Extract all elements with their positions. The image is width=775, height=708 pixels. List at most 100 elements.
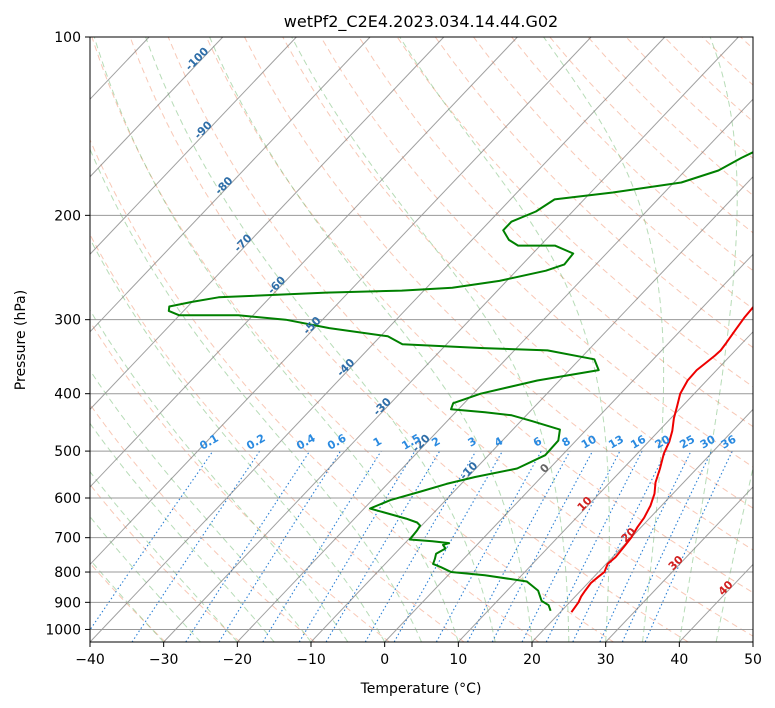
dry-adiabat-label: -60 [265,273,288,296]
x-axis-title: Temperature (°C) [360,681,482,697]
dry-adiabat [90,320,390,642]
dry-adiabat [320,37,753,468]
x-tick-label: 40 [670,652,688,668]
moist-adiabat [678,37,738,642]
x-tick-label: 30 [597,652,615,668]
dry-adiabat [511,37,753,272]
mixing-ratio-label: 2 [429,435,442,450]
mixing-ratio-label: 13 [606,433,626,452]
isotherm-line [90,37,371,333]
dry-adiabat-label: -40 [334,356,357,379]
mixing-ratio-line [545,450,643,642]
moist-adiabat [145,37,496,642]
mixing-ratio-line [364,450,477,642]
isotherm-line [605,486,753,642]
plot-area: -100-90-80-70-60-50-40-30-20-10 010203040… [0,37,753,642]
moist-adiabat [90,470,238,642]
moist-adiabat [93,37,459,642]
moist-adiabat-label: 10 [575,494,595,514]
mixing-ratio-label: 16 [628,432,648,451]
line-labels: -100-90-80-70-60-50-40-30-20-10 010203040… [183,45,739,599]
mixing-ratio-line [491,450,594,642]
mixing-ratio-label: 1 [371,435,384,450]
mixing-ratio-line [621,450,712,642]
dry-adiabat [90,403,316,642]
mixing-ratio-label: 10 [579,432,599,451]
mixing-ratio-label: 20 [653,432,673,451]
y-tick-label: 600 [54,491,81,507]
x-tick-label: 10 [449,652,467,668]
moist-adiabat [543,37,665,642]
moist-adiabat [90,237,386,642]
isotherm-line [90,37,666,642]
mixing-ratio-label: 0.4 [294,431,318,452]
mixing-ratio-label: 8 [560,435,573,450]
dry-adiabat [91,37,614,642]
moist-adiabat [291,37,570,642]
mixing-ratio-line [325,450,441,642]
y-tick-label: 700 [54,531,81,547]
y-tick-label: 500 [54,444,81,460]
mixing-ratio-label: 3 [466,435,479,450]
moist-adiabat [90,515,201,642]
x-tick-label: 20 [523,652,541,668]
mixing-ratio-line [185,450,311,642]
mixing-ratio-line [298,450,416,642]
mixing-ratio-line [131,450,261,642]
isotherm-line [90,37,518,488]
x-tick-label: −40 [75,652,105,668]
x-axis: −40 −30 −20 −10 0 10 20 30 40 50 [75,642,762,668]
mixing-ratio-line [572,450,667,642]
y-axis-title: Pressure (hPa) [13,290,29,390]
dry-adiabat [90,138,540,642]
isotherm-line [457,331,753,642]
dry-adiabat [90,233,465,642]
chart-title: wetPf2_C2E4.2023.034.14.44.G02 [284,12,558,32]
mixing-ratio-line [262,450,382,642]
dry-adiabat [90,483,241,642]
mixing-ratio-label: 0.6 [325,431,349,452]
isotherm-line [163,37,739,642]
isotherm-line [90,37,592,566]
mixing-ratio-line [467,450,571,642]
y-tick-label: 100 [54,30,81,46]
dry-adiabat [396,37,753,388]
mixing-ratio-label: 36 [719,432,739,451]
mixing-ratio-line [599,450,692,642]
dry-adiabat [167,37,753,637]
x-tick-label: −30 [149,652,179,668]
isotherm-line [0,37,75,642]
background-lines [90,37,753,642]
moist-adiabat [715,466,753,642]
isotherm-line [384,253,753,642]
dry-adiabat [473,37,753,310]
grid-lines [0,37,753,642]
dry-adiabat-label: -10 [457,459,480,482]
dry-adiabat [244,37,753,551]
isotherm-line [752,641,753,642]
y-tick-label: 400 [54,387,81,403]
isotherm-line [310,176,753,642]
x-tick-label: 50 [744,652,762,668]
isotherm-line [90,37,224,178]
dry-adiabat [434,37,753,349]
mixing-ratio-line [644,450,733,642]
y-tick-label: 900 [54,595,81,611]
mixing-ratio-line [393,450,503,642]
x-tick-label: −10 [296,652,326,668]
moist-adiabat [209,37,533,642]
isotherm-line [678,563,753,642]
dry-adiabat [205,37,753,594]
dry-adiabat-label: -90 [191,118,214,141]
isotherm-line [531,408,753,642]
mixing-ratio-label: 6 [531,434,544,449]
dry-adiabat-label: -70 [231,231,254,254]
y-tick-label: 1000 [45,622,81,638]
moist-adiabat [90,309,349,642]
moist-adiabat-label: 40 [716,578,736,598]
y-tick-label: 200 [54,208,81,224]
moist-adiabat [399,37,610,642]
mixing-ratio-label: 30 [698,432,718,451]
isotherm-line [236,98,753,642]
